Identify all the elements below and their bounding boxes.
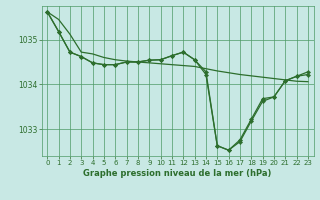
X-axis label: Graphe pression niveau de la mer (hPa): Graphe pression niveau de la mer (hPa) (84, 169, 272, 178)
